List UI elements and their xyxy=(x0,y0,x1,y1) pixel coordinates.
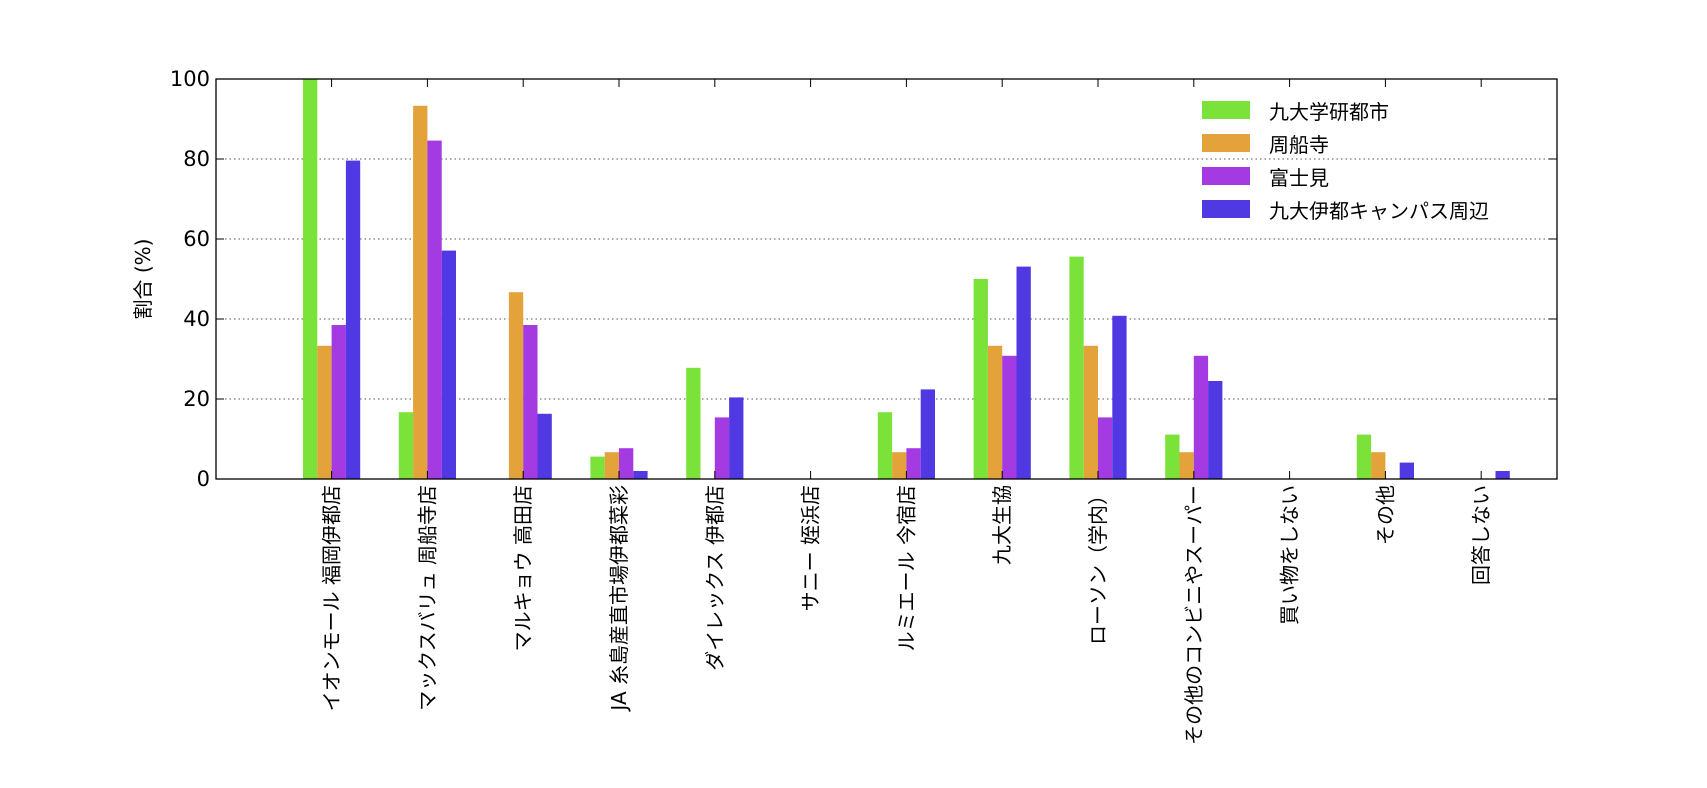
x-axis-ticks: イオンモール 福岡伊都店 マックスバリュ 周船寺店 マルキョウ 高田店 JA 糸島産直… xyxy=(320,79,1493,745)
bar xyxy=(920,389,935,479)
bar xyxy=(619,448,634,479)
bar xyxy=(973,279,988,479)
y-tick-label: 100 xyxy=(170,67,210,91)
bar xyxy=(1495,471,1510,479)
bar xyxy=(1112,315,1127,479)
y-axis-ticks: 0 20 40 60 80 100 xyxy=(170,67,1557,491)
legend-swatch xyxy=(1202,200,1250,218)
x-tick-label: ルミエール 今宿店 xyxy=(894,485,918,651)
bar xyxy=(604,452,619,479)
x-tick-label: マックスバリュ 周船寺店 xyxy=(415,485,439,711)
bar xyxy=(1069,256,1084,479)
bar xyxy=(1371,452,1386,479)
bar xyxy=(1098,417,1113,479)
legend-swatch xyxy=(1202,134,1250,152)
x-tick-label: マルキョウ 高田店 xyxy=(511,485,535,651)
bar xyxy=(906,448,921,479)
bar xyxy=(686,367,701,479)
bar xyxy=(413,105,428,480)
grid-lines xyxy=(216,158,1557,400)
x-tick-label: ローソン（学内） xyxy=(1086,485,1110,645)
bar xyxy=(441,250,456,479)
legend-swatch xyxy=(1202,101,1250,119)
x-tick-label: ダイレックス 伊都店 xyxy=(703,485,727,671)
bar xyxy=(1208,381,1223,479)
bar xyxy=(892,452,907,479)
bar xyxy=(987,345,1003,479)
plot-frame xyxy=(215,78,1558,480)
bar xyxy=(523,325,538,479)
legend-label: 富士見 xyxy=(1269,166,1329,190)
bar xyxy=(1083,345,1098,479)
y-tick-label: 0 xyxy=(197,467,210,491)
bar xyxy=(714,417,730,479)
bar xyxy=(1016,266,1031,479)
y-tick-label: 20 xyxy=(183,387,210,411)
x-tick-label: その他 xyxy=(1373,485,1397,545)
bar xyxy=(317,345,332,479)
bars xyxy=(303,79,1510,480)
bar xyxy=(1356,434,1372,479)
bar xyxy=(590,456,605,479)
x-tick-label: 九大生協 xyxy=(990,485,1014,565)
bar xyxy=(427,140,442,479)
bar xyxy=(331,325,346,479)
y-axis-label: 割合 (%) xyxy=(131,239,155,320)
bar xyxy=(1002,355,1017,479)
y-tick-label: 40 xyxy=(183,307,210,331)
x-tick-label: 買い物をしない xyxy=(1278,485,1302,625)
x-tick-label: JA 糸島産直市場伊都菜彩 xyxy=(607,485,631,713)
bar xyxy=(398,412,414,479)
bar xyxy=(1399,462,1414,479)
bar xyxy=(303,79,318,479)
bar xyxy=(1165,434,1180,479)
bar xyxy=(633,471,648,479)
x-tick-label: 回答しない xyxy=(1469,485,1493,585)
x-tick-label: イオンモール 福岡伊都店 xyxy=(320,485,344,711)
y-tick-label: 80 xyxy=(183,147,210,171)
bar xyxy=(508,292,524,479)
x-tick-label: サニー 姪浜店 xyxy=(799,485,823,611)
legend-label: 九大学研都市 xyxy=(1269,100,1389,124)
x-tick-label: その他のコンビニやスーパー xyxy=(1182,485,1206,745)
bar xyxy=(729,397,744,479)
y-tick-label: 60 xyxy=(183,227,210,251)
bar xyxy=(1193,355,1209,479)
bar xyxy=(877,412,893,479)
bar xyxy=(1179,452,1194,479)
legend-swatch xyxy=(1202,167,1250,185)
legend-label: 九大伊都キャンパス周辺 xyxy=(1269,199,1489,223)
bar xyxy=(537,413,552,479)
legend-label: 周船寺 xyxy=(1269,133,1329,157)
bar xyxy=(345,160,361,479)
